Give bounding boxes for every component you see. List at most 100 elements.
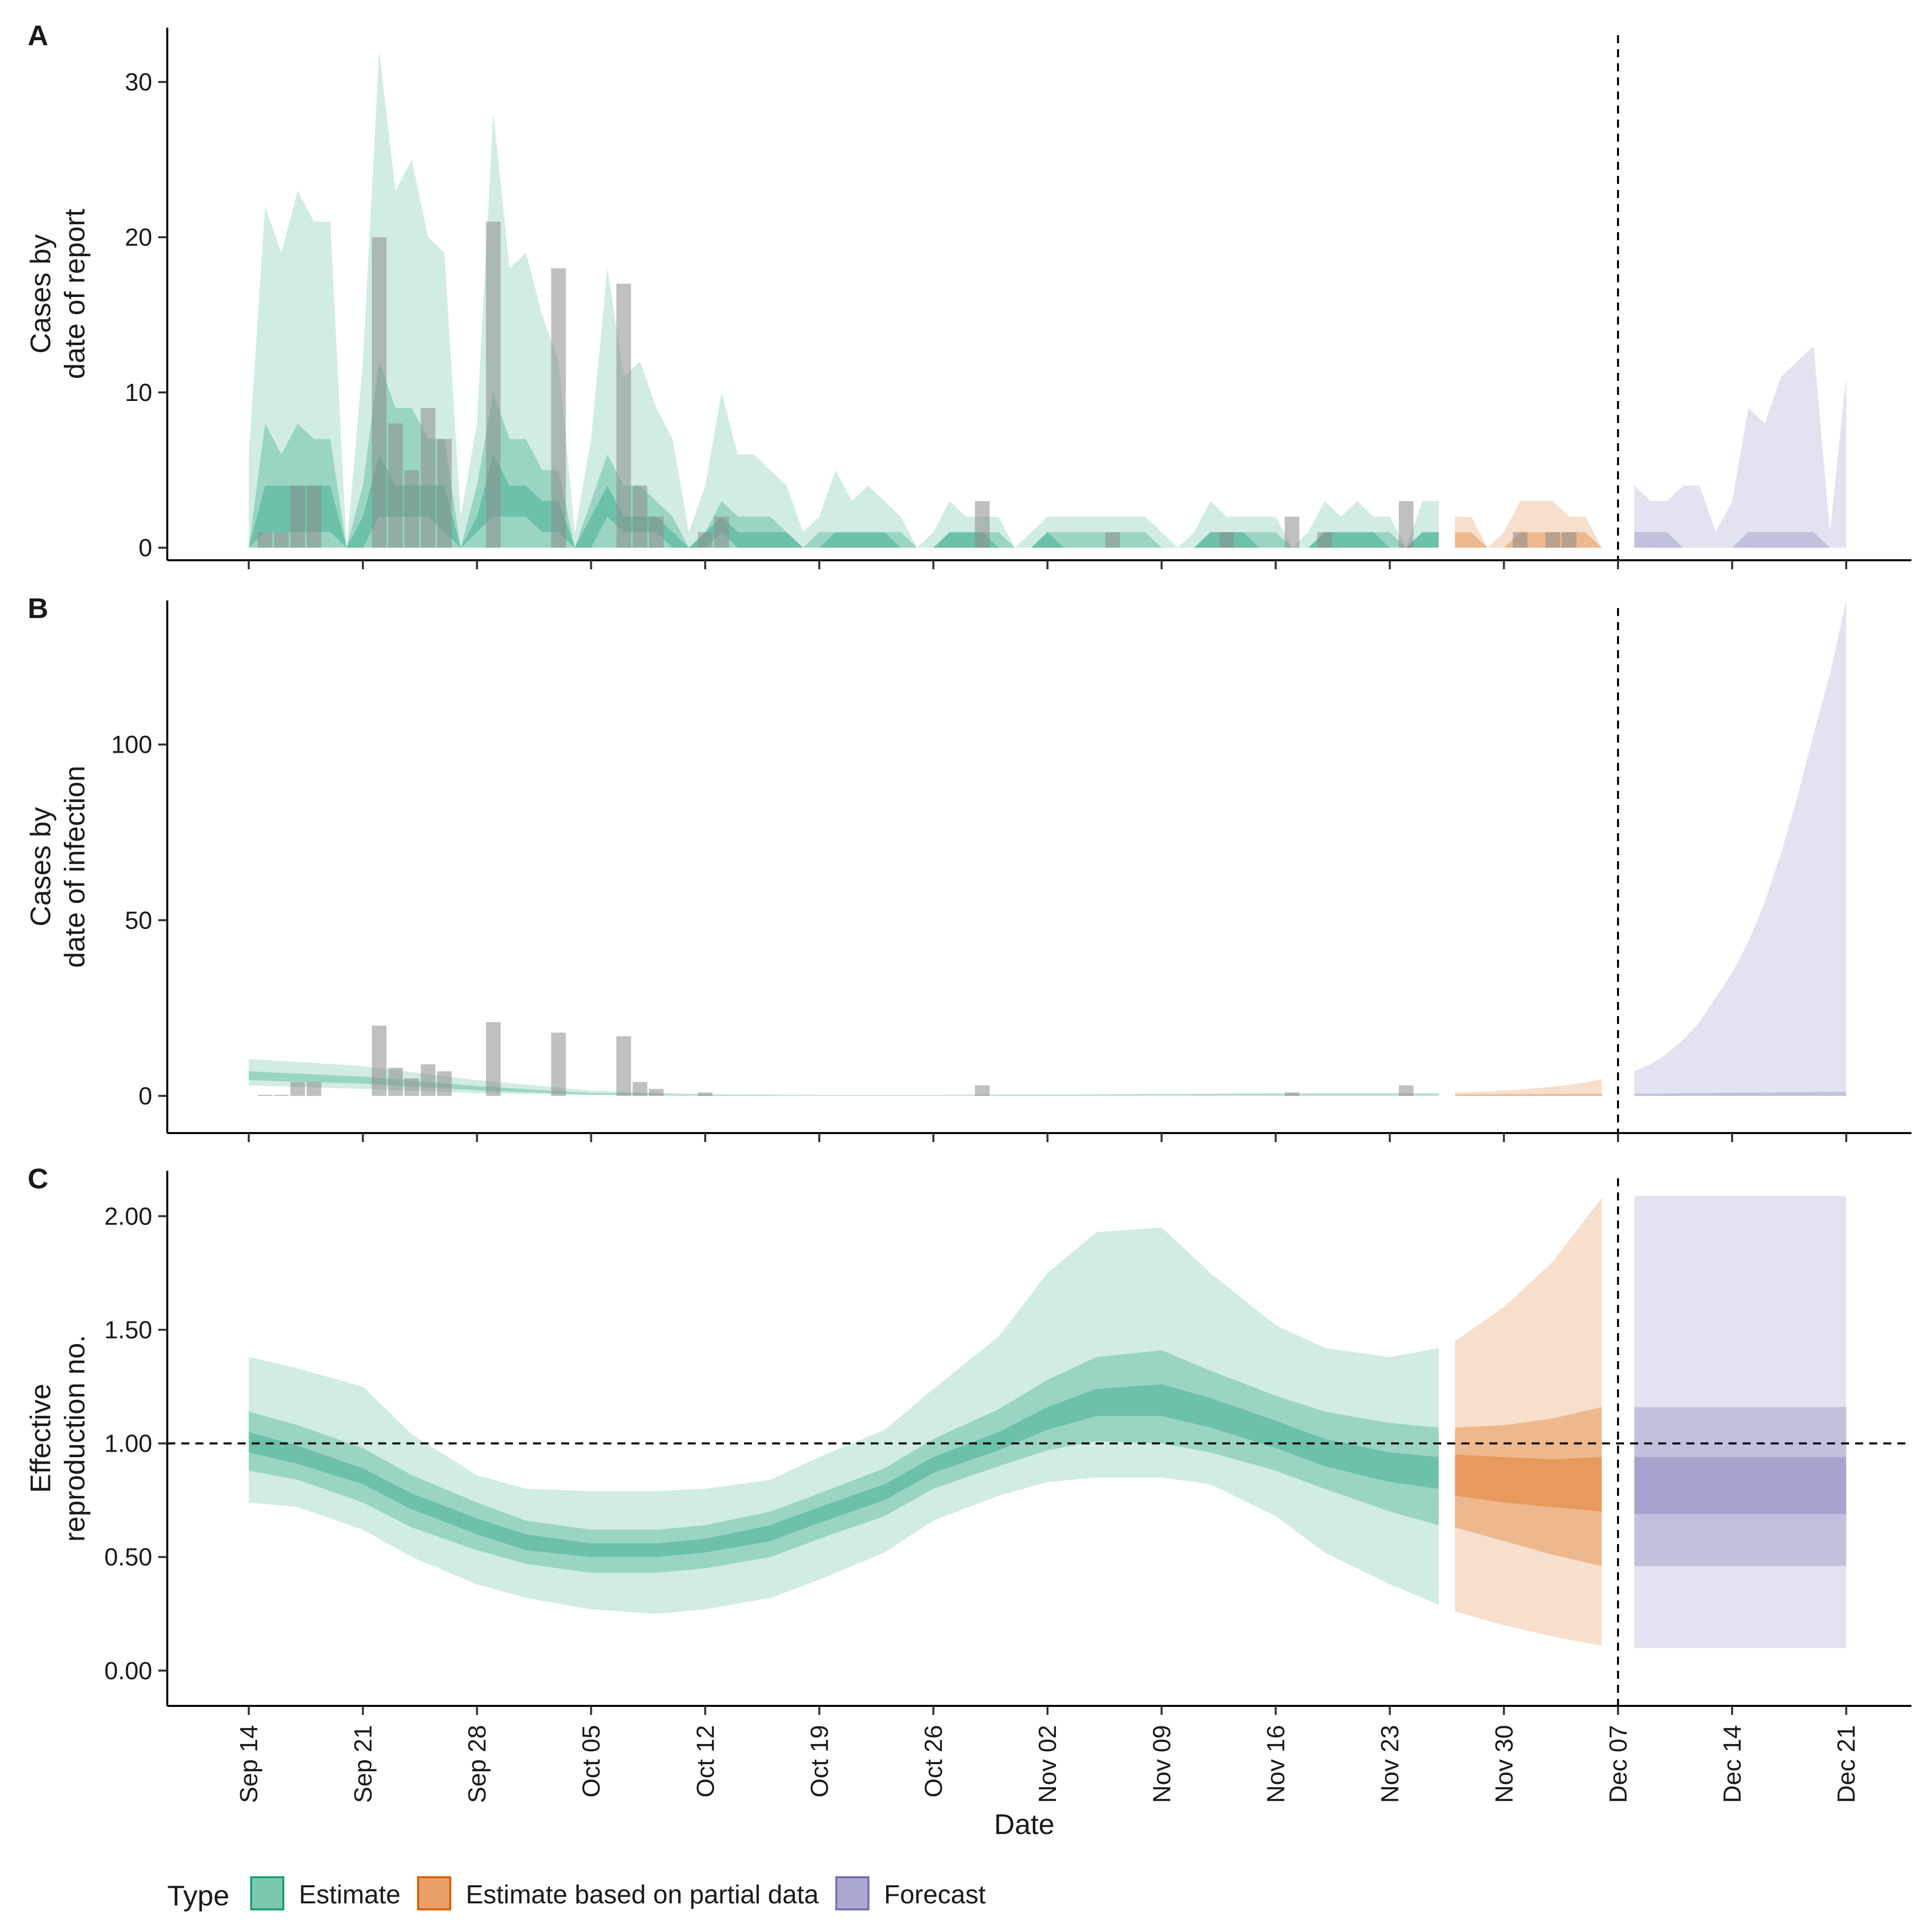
panel-tag: C [28, 1163, 48, 1195]
observed-case-bar [274, 1094, 289, 1096]
x-tick-label: Oct 19 [806, 1725, 833, 1797]
observed-case-bar [616, 1036, 631, 1096]
x-tick-label: Nov 02 [1034, 1725, 1061, 1803]
observed-case-bar [649, 517, 664, 548]
observed-case-bar [420, 408, 436, 548]
observed-case-bar [420, 1064, 436, 1096]
forecast-band-50pct [1634, 1091, 1847, 1096]
forecast-band-50pct [1634, 532, 1847, 548]
y-axis-title-line: Effective [25, 1384, 57, 1493]
observed-case-bar [274, 532, 289, 548]
panel-tag: B [28, 592, 48, 625]
observed-case-bar [551, 268, 566, 548]
y-tick-label: 2.00 [104, 1203, 152, 1230]
estimate-band-20pct [249, 454, 1439, 548]
x-tick-label: Nov 09 [1148, 1725, 1175, 1803]
observed-case-bar [975, 501, 990, 548]
y-tick-label: 10 [125, 379, 152, 406]
y-tick-label: 20 [125, 224, 152, 251]
forecast-band-50pct [1634, 1407, 1847, 1566]
observed-case-bar [551, 1033, 566, 1096]
y-tick-label: 30 [125, 69, 152, 96]
y-axis-title-line: Cases by [25, 807, 57, 927]
y-tick-label: 0 [139, 535, 152, 562]
x-tick-label: Nov 23 [1377, 1725, 1404, 1803]
y-tick-label: 0 [139, 1083, 152, 1110]
observed-case-bar [372, 1026, 387, 1096]
observed-case-bar [372, 237, 387, 548]
y-tick-label: 100 [111, 732, 152, 759]
observed-case-bar [1105, 532, 1120, 548]
legend-label: Estimate based on partial data [466, 1880, 819, 1909]
forecast-band-90pct [1634, 1195, 1847, 1648]
y-axis-title: Cases bydate of infection [25, 766, 91, 968]
estimate-band-90pct [249, 1059, 1439, 1096]
observed-case-bar [258, 1094, 273, 1096]
observed-case-bar [486, 222, 501, 548]
x-tick-label: Nov 16 [1263, 1725, 1290, 1803]
estimate-band-50pct [249, 361, 1439, 548]
x-tick-label: Sep 28 [464, 1725, 491, 1803]
partial-estimate-band-50pct [1455, 1407, 1602, 1566]
observed-case-bar [404, 470, 419, 548]
legend-label: Estimate [299, 1880, 400, 1909]
y-tick-label: 1.50 [104, 1317, 152, 1344]
y-axis-title-line: Cases by [25, 234, 57, 354]
observed-case-bar [306, 1082, 322, 1096]
observed-case-bar [698, 532, 713, 548]
y-tick-label: 50 [125, 907, 152, 934]
x-tick-label: Oct 05 [578, 1725, 605, 1797]
observed-case-bar [649, 1089, 664, 1096]
observed-case-bar [437, 439, 452, 548]
y-axis-title: Cases bydate of report [25, 209, 91, 379]
panel-c: 0.00 0.50 1.00 1.50 2.00 Effectivereproductio… [25, 1163, 1911, 1715]
observed-case-bar [1545, 532, 1560, 548]
observed-case-bar [388, 1068, 403, 1096]
x-tick-label: Oct 12 [692, 1725, 719, 1797]
x-tick-label: Dec 07 [1605, 1725, 1632, 1803]
legend-swatch [417, 1876, 452, 1910]
observed-case-bar [632, 485, 648, 548]
legend-label: Forecast [884, 1880, 986, 1909]
panel-b: 0 50 100 Cases bydate of infection B [25, 592, 1911, 1142]
observed-case-bar [486, 1022, 501, 1096]
partial-estimate-band-20pct [1455, 1455, 1602, 1512]
y-axis-title-line: reproduction no. [59, 1335, 91, 1542]
observed-case-bar [258, 532, 273, 548]
observed-case-bar [632, 1082, 648, 1096]
y-tick-label: 0.50 [104, 1544, 152, 1571]
x-tick-label: Dec 14 [1719, 1725, 1746, 1803]
observed-case-bar [1399, 501, 1414, 548]
forecast-band-20pct [1634, 1457, 1847, 1514]
observed-case-bar [714, 517, 729, 548]
x-tick-label: Sep 21 [350, 1725, 377, 1803]
observed-case-bar [1219, 532, 1234, 548]
observed-case-bar [1513, 532, 1528, 548]
forecast-band-90pct [1634, 346, 1847, 548]
x-axis-title: Date [994, 1808, 1054, 1841]
observed-case-bar [1284, 1092, 1300, 1096]
x-tick-label: Oct 26 [920, 1725, 947, 1797]
observed-case-bar [1317, 532, 1332, 548]
y-axis-title-line: date of infection [59, 766, 91, 968]
observed-case-bar [1284, 517, 1300, 548]
x-tick-label: Nov 30 [1491, 1725, 1518, 1803]
observed-case-bar [1399, 1085, 1414, 1096]
observed-case-bar [388, 423, 403, 548]
observed-case-bar [698, 1092, 713, 1096]
partial-estimate-band-50pct [1455, 1093, 1602, 1096]
forecast-band-90pct [1634, 600, 1847, 1096]
panel-a: 0 10 20 30 Cases bydate of report A [25, 20, 1911, 569]
observed-case-bar [290, 485, 305, 548]
observed-case-bar [437, 1071, 452, 1096]
legend: Type Estimate Estimate based on partial da… [167, 1876, 986, 1912]
estimate-band-90pct [249, 1228, 1439, 1614]
observed-case-bar [404, 1078, 419, 1096]
y-axis-title: Effectivereproduction no. [25, 1335, 91, 1542]
observed-case-bar [306, 485, 322, 548]
observed-case-bar [616, 283, 631, 548]
legend-swatch [835, 1876, 870, 1910]
observed-case-bar [1562, 532, 1577, 548]
